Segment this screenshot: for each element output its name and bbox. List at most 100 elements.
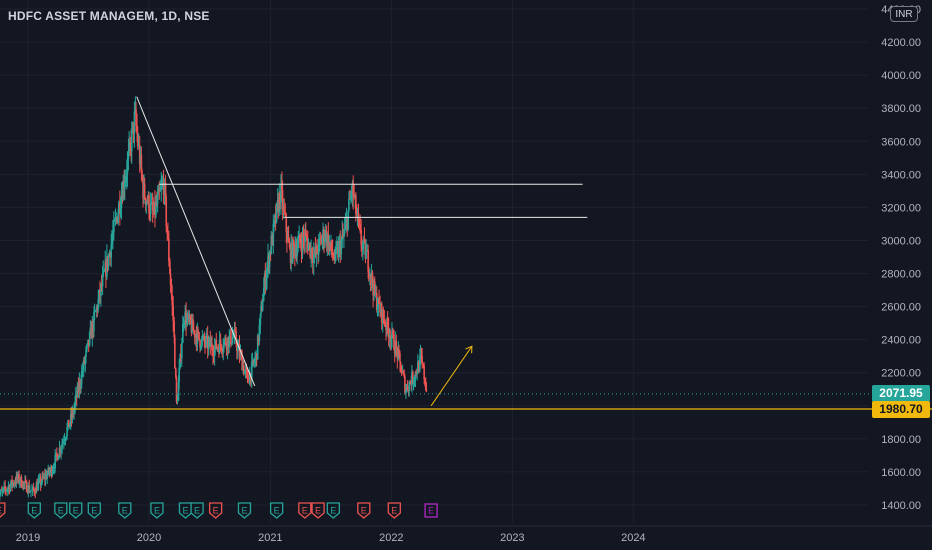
- candle-body: [275, 203, 278, 222]
- candle-body: [332, 255, 335, 260]
- candle-body: [71, 411, 74, 419]
- candle-body: [292, 240, 294, 261]
- candle-body: [272, 224, 275, 246]
- candle-body: [12, 482, 15, 485]
- earnings-marker[interactable]: E: [150, 502, 164, 519]
- candle-body: [363, 238, 365, 245]
- candle-body: [67, 420, 70, 428]
- candle-body: [405, 390, 407, 393]
- candle-body: [213, 346, 216, 357]
- earnings-label: E: [315, 506, 321, 516]
- candle-body: [294, 249, 297, 256]
- candle-body: [416, 373, 418, 375]
- earnings-marker[interactable]: E: [0, 502, 6, 518]
- candle-body: [72, 411, 74, 414]
- candle-body: [393, 334, 395, 350]
- candle-body: [300, 241, 302, 245]
- candle-body: [225, 344, 228, 350]
- projection-arrow-line[interactable]: [430, 346, 473, 407]
- candle-body: [313, 249, 316, 255]
- drawing-tools-layer[interactable]: [0, 96, 932, 410]
- earnings-marker[interactable]: E: [208, 502, 223, 519]
- earnings-marker[interactable]: E: [27, 502, 41, 519]
- candle-body: [6, 488, 9, 491]
- candle-body: [122, 181, 124, 201]
- candle-body: [127, 150, 130, 159]
- time-axis[interactable]: 2019 2020 2021 2022 2023 2024: [0, 525, 932, 544]
- candle-body: [310, 248, 312, 257]
- candle-body: [191, 319, 193, 333]
- candle-body: [50, 467, 53, 475]
- earnings-marker[interactable]: E: [311, 502, 325, 519]
- candle-body: [261, 301, 264, 311]
- currency-badge[interactable]: INR: [890, 6, 918, 22]
- candle-body: [205, 335, 208, 338]
- earnings-marker[interactable]: E: [69, 502, 83, 519]
- earnings-marker[interactable]: E: [178, 502, 193, 519]
- candle-body: [218, 339, 221, 354]
- candle-body: [358, 220, 361, 224]
- earnings-label: E: [213, 506, 219, 516]
- earnings-marker[interactable]: E: [237, 502, 252, 519]
- candle-body: [178, 367, 180, 383]
- candle-body: [285, 214, 288, 232]
- candle-body: [271, 235, 274, 246]
- candle-body: [85, 349, 87, 357]
- candle-body: [287, 236, 290, 243]
- earnings-marker[interactable]: E: [118, 502, 132, 519]
- candle-body: [296, 248, 298, 257]
- candle-body: [117, 213, 119, 223]
- earnings-marker[interactable]: E: [387, 502, 401, 519]
- earnings-marker[interactable]: E: [298, 502, 312, 519]
- earnings-marker[interactable]: E: [269, 502, 284, 519]
- time-tick-label: 2020: [137, 532, 161, 544]
- projection-arrow-head[interactable]: [465, 345, 473, 354]
- earnings-markers[interactable]: EEEEEEEEEEEEEEEEEE: [0, 502, 438, 519]
- candle-body: [222, 348, 225, 352]
- candle-body: [221, 349, 224, 352]
- candle-body: [386, 317, 389, 328]
- candle-body: [40, 482, 43, 486]
- candle-body: [352, 182, 355, 197]
- candle-body: [406, 386, 409, 391]
- candle-body: [243, 365, 245, 374]
- candle-body: [210, 343, 212, 347]
- candle-body: [413, 378, 416, 381]
- candle-body: [100, 284, 103, 287]
- candle-body: [349, 198, 351, 200]
- price-axis[interactable]: 1400.001600.001800.002000.002200.002400.…: [881, 4, 921, 512]
- candle-body: [174, 337, 176, 369]
- earnings-marker[interactable]: E: [87, 502, 101, 519]
- candle-body: [331, 251, 334, 256]
- downtrend-line[interactable]: [136, 96, 256, 387]
- earnings-marker[interactable]: E: [424, 503, 438, 518]
- earnings-flag-icon: [269, 502, 284, 519]
- candle-body: [412, 380, 415, 383]
- earnings-marker[interactable]: E: [190, 502, 204, 519]
- candle-body: [5, 488, 7, 491]
- symbol-title[interactable]: HDFC ASSET MANAGEM, 1D, NSE: [8, 9, 210, 23]
- earnings-flag-icon: [69, 502, 83, 519]
- candle-body: [246, 371, 249, 375]
- candle-body: [36, 485, 38, 491]
- price-tick-label: 3000.00: [881, 235, 921, 247]
- earnings-marker[interactable]: E: [54, 502, 68, 519]
- candle-body: [311, 248, 313, 258]
- candle-body: [136, 133, 139, 146]
- candle-body: [260, 305, 262, 315]
- candle-body: [303, 237, 305, 242]
- price-tick-label: 2200.00: [881, 368, 921, 380]
- candle-body: [14, 483, 17, 485]
- earnings-marker[interactable]: E: [326, 502, 340, 519]
- earnings-marker[interactable]: E: [357, 502, 371, 519]
- candle-body: [319, 238, 322, 240]
- candle-body: [181, 343, 183, 359]
- candle-body: [186, 314, 189, 318]
- candle-body: [367, 271, 370, 277]
- candle-body: [166, 226, 169, 234]
- candle-body: [11, 482, 14, 486]
- candle-body: [220, 345, 223, 350]
- time-tick-label: 2019: [16, 532, 40, 544]
- candle-body: [230, 331, 232, 345]
